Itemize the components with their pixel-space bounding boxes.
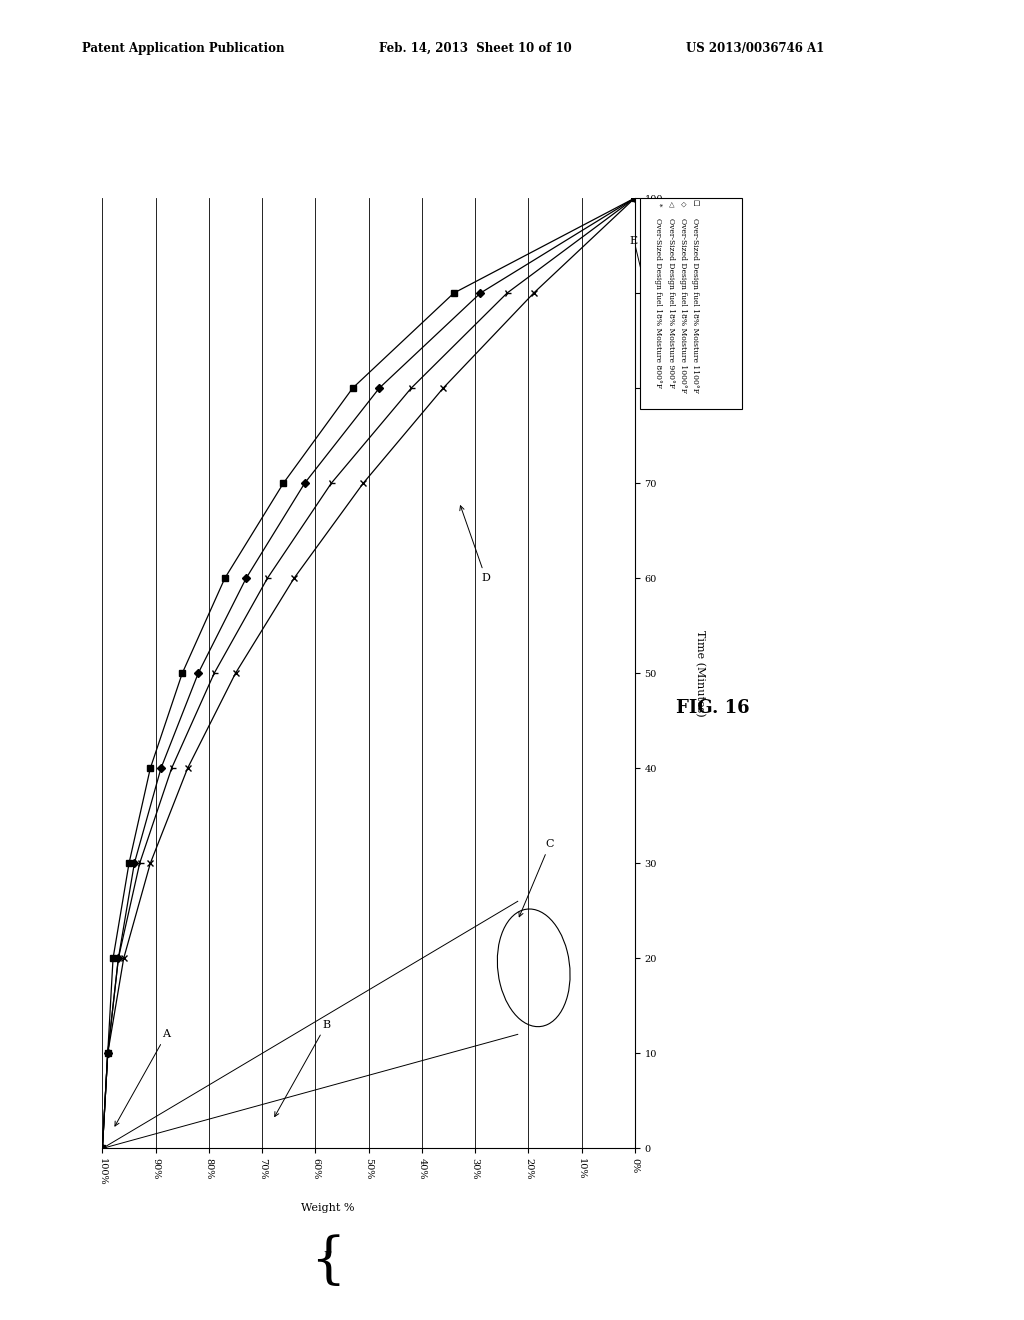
Text: D: D	[460, 506, 490, 583]
Text: Over-Sized Design fuel 18% Moisture 1000°F: Over-Sized Design fuel 18% Moisture 1000…	[679, 218, 687, 393]
Text: US 2013/0036746 A1: US 2013/0036746 A1	[686, 42, 824, 55]
Text: C: C	[519, 840, 554, 916]
Text: ◁: ◁	[667, 201, 675, 206]
Text: FIG. 16: FIG. 16	[676, 698, 750, 717]
Text: Over-Sized Design fuel 18% Moisture 900°F: Over-Sized Design fuel 18% Moisture 900°…	[667, 218, 675, 388]
Text: □: □	[691, 199, 699, 206]
Text: E: E	[630, 236, 638, 247]
Text: Weight %: Weight %	[301, 1203, 354, 1213]
Text: Over-Sized Design fuel 18% Moisture 800°F: Over-Sized Design fuel 18% Moisture 800°…	[654, 218, 663, 388]
Text: F: F	[324, 1251, 332, 1262]
Y-axis label: Time (Minutes): Time (Minutes)	[694, 630, 705, 717]
Text: Patent Application Publication: Patent Application Publication	[82, 42, 285, 55]
Text: B: B	[274, 1020, 330, 1117]
Text: A: A	[115, 1030, 170, 1126]
Text: {: {	[310, 1234, 345, 1288]
Text: Over-Sized Design fuel 18% Moisture 1100°F: Over-Sized Design fuel 18% Moisture 1100…	[691, 218, 699, 393]
Text: *: *	[654, 202, 663, 206]
Text: Feb. 14, 2013  Sheet 10 of 10: Feb. 14, 2013 Sheet 10 of 10	[379, 42, 571, 55]
Text: ◇: ◇	[679, 201, 687, 206]
